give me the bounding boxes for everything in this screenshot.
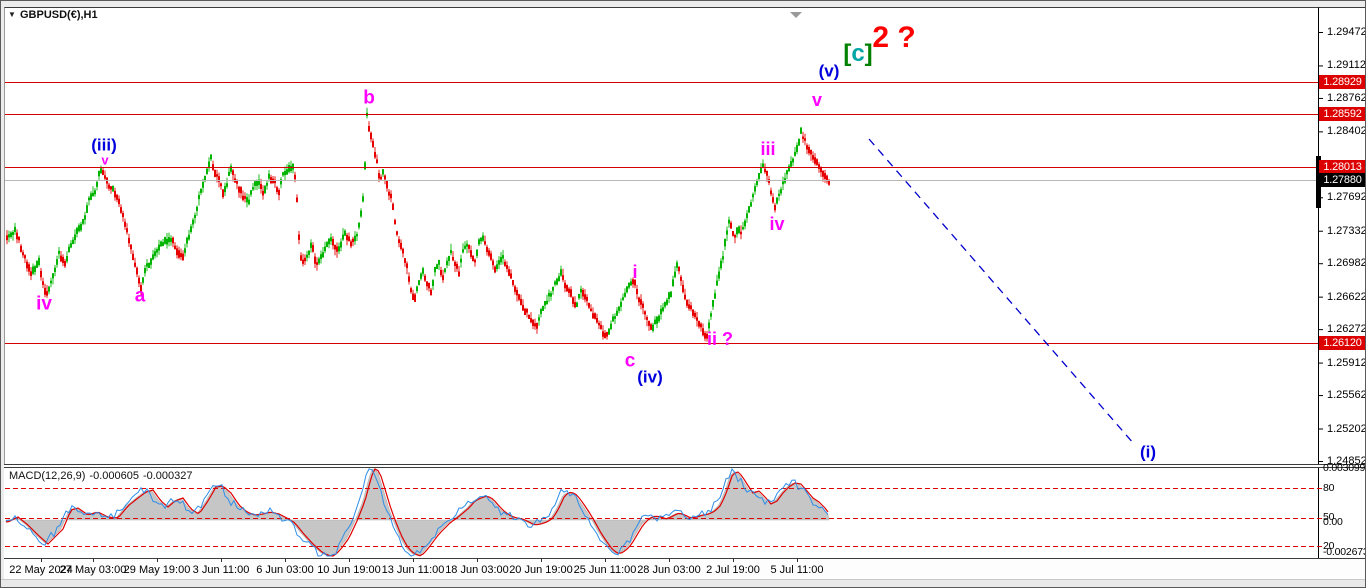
time-axis-label: 18 Jun 03:00 (445, 564, 509, 576)
price-axis-tick-label: 1.28762 (1327, 91, 1366, 104)
bear-candle-bodies (6, 126, 830, 339)
wave-annotation-label: [c] (843, 42, 872, 66)
price-axis-tick-label: 1.24852 (1327, 455, 1366, 467)
macd-main-value: -0.000605 (89, 470, 139, 482)
macd-axis-tick-label: 20 (1323, 540, 1335, 552)
time-axis-label: 20 Jun 19:00 (509, 564, 573, 576)
chart-title: GBPUSD(€),H1 (20, 9, 98, 21)
time-axis-label: 5 Jul 11:00 (770, 564, 824, 576)
macd-axis-tick-label: 50 (1323, 511, 1335, 523)
price-axis-tick-label: 1.25202 (1327, 422, 1366, 435)
wave-annotation-label: iv (769, 214, 785, 234)
main-chart-panel[interactable] (4, 7, 1318, 465)
wave-annotation-label: (iv) (637, 367, 663, 387)
time-axis-label: 28 Jun 03:00 (637, 564, 701, 576)
price-axis-tick-label: 1.29112 (1327, 59, 1366, 72)
wave-annotation-part: c (851, 40, 865, 67)
wave-annotation-label: c (624, 350, 636, 372)
time-axis-label: 10 Jun 19:00 (317, 564, 381, 576)
macd-histogram-area (5, 468, 830, 557)
wave-annotation-label: i (632, 262, 638, 282)
window-bottom-strip (1, 579, 1365, 587)
macd-axis-tick-label: 80 (1323, 482, 1335, 494)
wave-annotation-label: a (134, 285, 146, 307)
time-axis-label: 27 May 03:00 (59, 564, 127, 576)
macd-axis-tick-label: 0.00 (1323, 516, 1343, 528)
projection-trendline (868, 138, 1135, 445)
time-axis-label: 13 Jun 11:00 (381, 564, 445, 576)
wave-annotation-label: 2 ? (872, 21, 916, 54)
chart-dropdown-icon[interactable]: ▼ (8, 10, 16, 19)
macd-axis-panel (1318, 468, 1365, 558)
price-axis-tick-label: 1.27332 (1327, 224, 1366, 237)
line-price-badge: 1.26120 (1319, 336, 1365, 351)
macd-signal-value: -0.000327 (142, 470, 193, 482)
macd-main-line (5, 467, 829, 557)
macd-axis-tick-label: -0.002673 (1323, 546, 1366, 558)
macd-indicator-name: MACD(12,26,9) (9, 470, 86, 482)
wave-annotation-label: ii ? (707, 329, 733, 349)
price-axis-tick-label: 1.26982 (1327, 257, 1366, 270)
bull-candle-wicks (8, 107, 802, 335)
price-axis-tick-label: 1.26272 (1327, 323, 1366, 336)
wave-annotation-label: iv (36, 293, 52, 315)
line-price-badge: 1.28929 (1319, 75, 1365, 90)
macd-signal-line (5, 468, 829, 557)
wave-annotation-label: v (101, 152, 109, 168)
price-axis-tick-label: 1.28402 (1327, 125, 1366, 138)
panel-separator[interactable] (4, 464, 1365, 468)
macd-indicator-label: MACD(12,26,9) -0.000605 -0.000327 (9, 470, 197, 482)
line-price-badge: 1.28592 (1319, 106, 1365, 121)
chart-shift-marker-icon (790, 12, 802, 18)
axis-drag-marker (1316, 156, 1321, 208)
wave-annotation-label: (iii) (91, 135, 117, 155)
price-axis-tick-label: 1.25912 (1327, 356, 1366, 369)
current-price-badge: 1.27880 (1319, 172, 1365, 187)
time-axis-label: 29 May 19:00 (123, 564, 191, 576)
price-axis-tick-label: 1.27692 (1327, 191, 1366, 204)
wave-annotation-label: (v) (818, 61, 840, 81)
time-axis-label: 22 May 2024 (9, 564, 73, 576)
wave-annotation-label: iii (760, 139, 776, 159)
wave-annotation-label: b (363, 87, 375, 109)
bull-candle-bodies (8, 112, 802, 335)
time-axis-label: 2 Jul 19:00 (706, 564, 760, 576)
macd-axis-tick-label: 0.003099 (1323, 462, 1366, 474)
line-price-badge: 1.28013 (1319, 160, 1365, 175)
wave-annotation-label: (i) (1139, 442, 1157, 462)
price-axis-tick-label: 1.25562 (1327, 389, 1366, 402)
wave-annotation-part: ] (864, 40, 873, 67)
time-axis-label: 25 Jun 11:00 (573, 564, 637, 576)
time-axis-border (4, 558, 1365, 559)
time-axis-label: 3 Jun 11:00 (192, 564, 250, 576)
bear-candle-wicks (6, 121, 830, 342)
time-axis-strip[interactable] (4, 559, 1365, 579)
wave-annotation-part: [ (843, 40, 852, 67)
price-axis-tick-label: 1.29472 (1327, 26, 1366, 38)
price-axis-tick-label: 1.26622 (1327, 290, 1366, 303)
time-axis-label: 6 Jun 03:00 (256, 564, 314, 576)
wave-annotation-label: v (811, 90, 823, 110)
